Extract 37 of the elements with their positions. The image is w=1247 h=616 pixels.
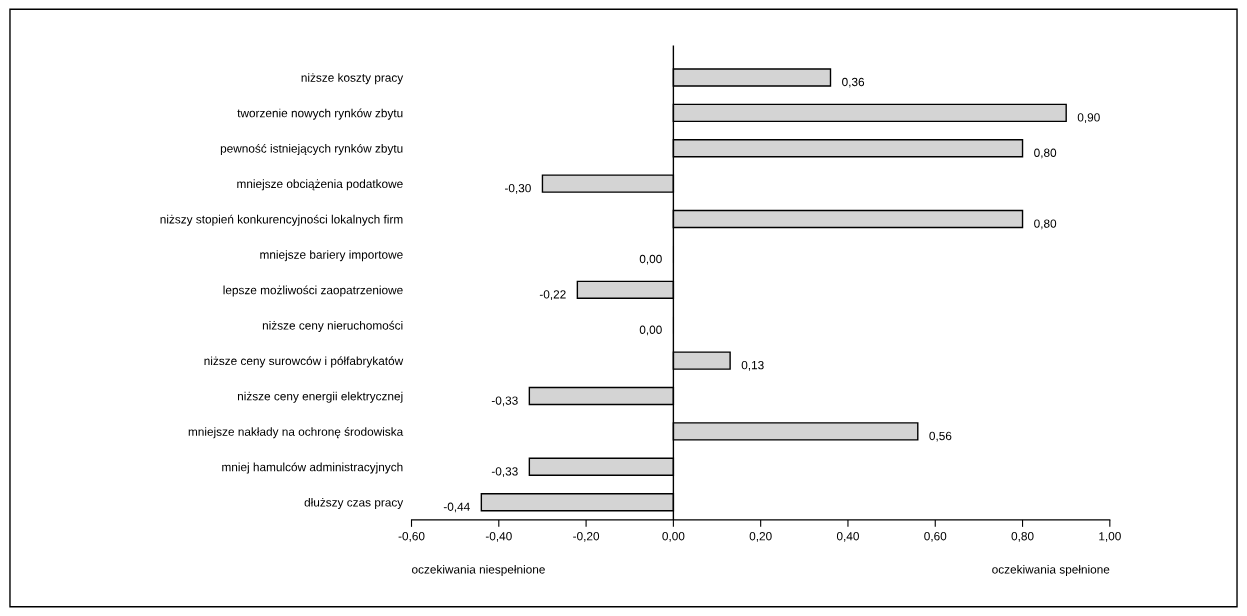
x-tick-label: -0,40	[485, 532, 512, 542]
data-label: 0,56	[929, 431, 952, 442]
data-label: 0,00	[639, 325, 662, 336]
y-tick-label: niższy stopień konkurencyjności lokalnych firm	[160, 214, 403, 226]
y-tick-label: niższe koszty pracy	[301, 73, 404, 85]
data-label: -0,33	[491, 467, 518, 477]
data-label: 0,80	[1034, 219, 1057, 230]
x-tick-label: -0,60	[398, 532, 425, 542]
text: oczekiwania niespełnione	[412, 564, 545, 576]
x-tick-label: 0,40	[836, 532, 859, 542]
data-label: 0,00	[639, 254, 662, 265]
x-tick-label: 0,00	[662, 532, 685, 542]
y-tick-label: niższe ceny nieruchomości	[262, 320, 403, 333]
x-tick-label: 0,20	[749, 532, 772, 542]
y-tick-label: dłuższy czas pracy	[304, 497, 404, 509]
y-tick-label: mniejsze obciążenia podatkowe	[237, 179, 403, 191]
data-label: 0,36	[842, 77, 865, 88]
data-label: 0,90	[1077, 113, 1100, 123]
y-tick-label: mniejsze bariery importowe	[260, 250, 403, 262]
data-label: -0,44	[443, 502, 470, 513]
y-tick-label: mniejsze nakłady na ochronę środowiska	[188, 427, 404, 439]
data-label: 0,80	[1034, 148, 1057, 159]
y-tick-label: tworzenie nowych rynków zbytu	[237, 108, 403, 120]
y-tick-label: pewność istniejących rynków zbytu	[220, 143, 403, 156]
text: oczekiwania spełnione	[992, 564, 1110, 576]
x-tick-label: 0,80	[1011, 532, 1034, 542]
y-tick-label: niższe ceny surowców i półfabrykatów	[204, 356, 404, 368]
x-tick-label: 0,60	[924, 532, 947, 542]
y-tick-label: niższe ceny energii elektrycznej	[237, 391, 403, 403]
data-label: -0,30	[504, 184, 531, 194]
data-label: -0,22	[539, 290, 566, 300]
data-label: 0,13	[741, 360, 764, 371]
x-tick-label: 1,00	[1099, 532, 1121, 542]
y-tick-label: lepsze możliwości zaopatrzeniowe	[223, 285, 403, 297]
x-tick-label: -0,20	[573, 532, 600, 542]
data-label: -0,33	[491, 396, 518, 407]
y-tick-label: mniej hamulców administracyjnych	[222, 462, 403, 474]
